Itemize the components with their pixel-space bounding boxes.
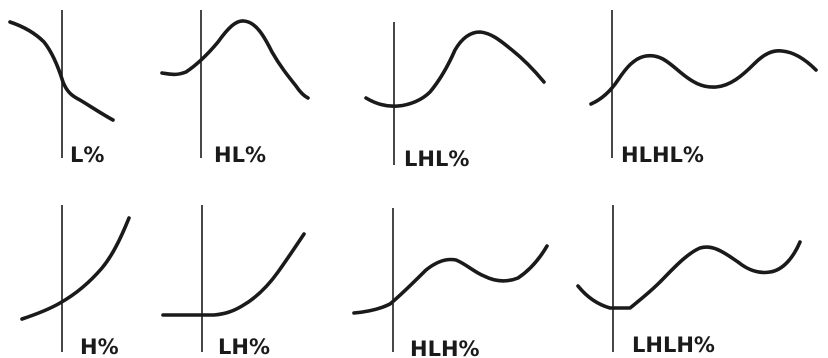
panel-label: LHLH% <box>632 333 715 357</box>
panel-lhlh: LHLH% <box>576 205 802 357</box>
panel-label: L% <box>70 143 104 167</box>
pitch-contour <box>160 19 310 100</box>
panel-lh: LH% <box>161 205 306 358</box>
panel-lhl: LHL% <box>364 22 546 171</box>
panel-label: HLH% <box>410 337 480 358</box>
panel-label: HL% <box>214 143 266 167</box>
pitch-contour <box>161 232 306 317</box>
pitch-contour <box>364 30 546 108</box>
panel-label: LH% <box>218 335 270 358</box>
panel-h: H% <box>20 205 131 358</box>
panel-label: LHL% <box>404 147 469 171</box>
panel-l: L% <box>8 10 115 167</box>
panel-label: H% <box>80 335 119 358</box>
pitch-contour <box>20 216 131 321</box>
pitch-contour <box>576 240 802 310</box>
pitch-contour <box>8 20 115 122</box>
panel-hlhl: HLHL% <box>589 10 818 167</box>
pitch-contour <box>589 49 818 106</box>
panel-hl: HL% <box>160 10 310 167</box>
pitch-contour <box>352 244 549 315</box>
panel-hlh: HLH% <box>352 208 549 358</box>
panel-label: HLHL% <box>621 143 704 167</box>
